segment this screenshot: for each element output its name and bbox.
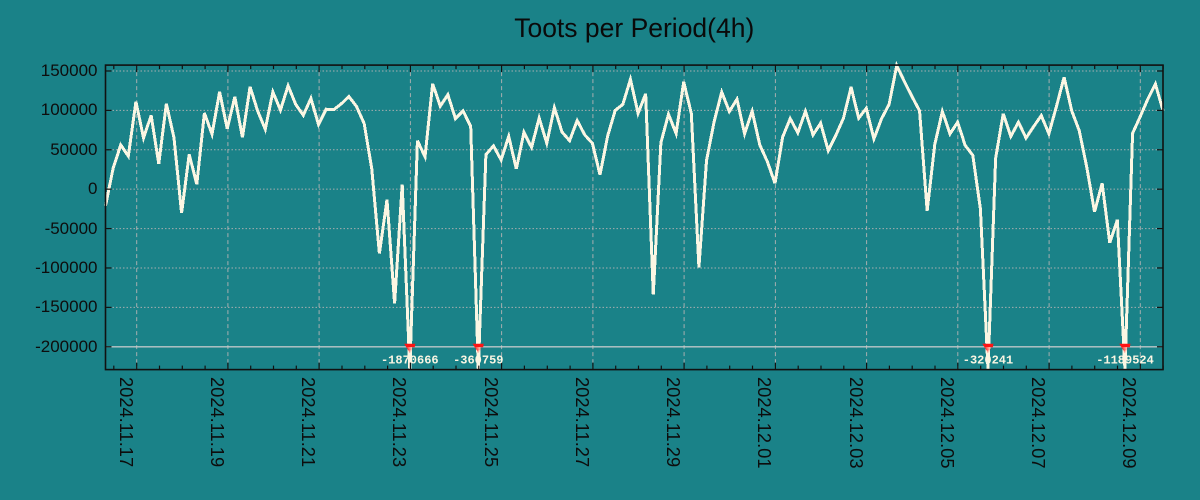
svg-text:-360759: -360759 [453, 354, 503, 368]
svg-text:-1189524: -1189524 [1096, 354, 1154, 368]
svg-text:-1870666: -1870666 [381, 354, 439, 368]
svg-text:-320241: -320241 [963, 354, 1013, 368]
